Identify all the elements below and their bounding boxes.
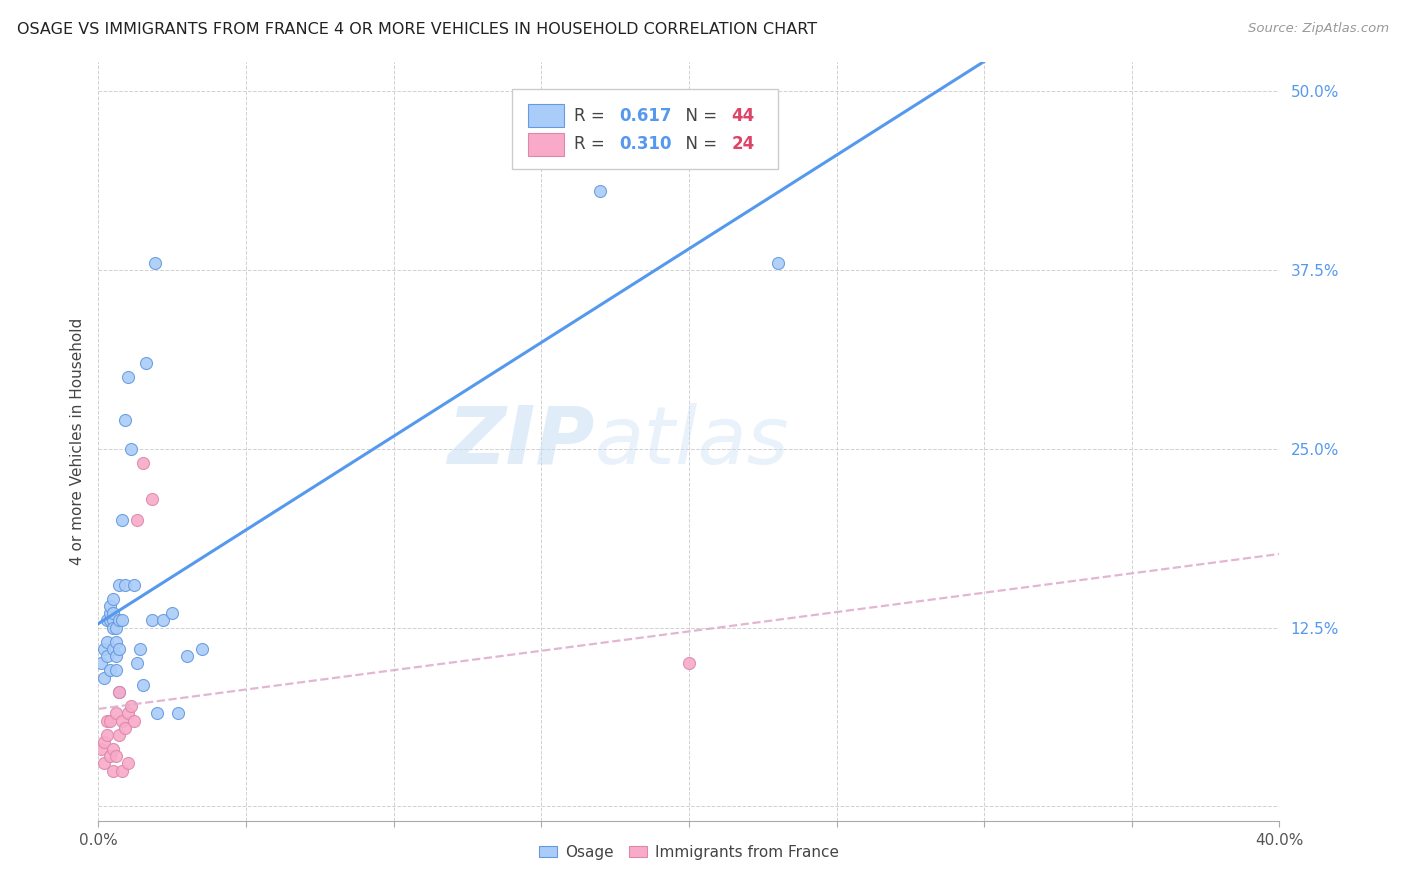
Point bbox=[111, 513, 134, 527]
Text: 24: 24 bbox=[731, 136, 755, 153]
Point bbox=[105, 649, 128, 664]
FancyBboxPatch shape bbox=[529, 133, 564, 156]
Point bbox=[143, 256, 166, 270]
Point bbox=[176, 649, 198, 664]
Point bbox=[103, 606, 125, 620]
Point bbox=[114, 721, 136, 735]
Point bbox=[117, 756, 139, 771]
FancyBboxPatch shape bbox=[529, 104, 564, 127]
Text: 44: 44 bbox=[731, 106, 755, 125]
Point bbox=[120, 442, 142, 456]
Point bbox=[105, 749, 128, 764]
Point bbox=[90, 742, 112, 756]
Point bbox=[125, 513, 148, 527]
Text: N =: N = bbox=[675, 106, 723, 125]
Point bbox=[93, 756, 115, 771]
Point bbox=[111, 714, 134, 728]
Point bbox=[108, 613, 131, 627]
Point bbox=[90, 657, 112, 671]
Point bbox=[103, 591, 125, 606]
Point bbox=[98, 599, 121, 613]
Point bbox=[678, 657, 700, 671]
Point bbox=[103, 764, 125, 778]
Point bbox=[589, 184, 612, 198]
Text: ZIP: ZIP bbox=[447, 402, 595, 481]
Point bbox=[167, 706, 190, 721]
Point bbox=[105, 706, 128, 721]
Point bbox=[93, 735, 115, 749]
Point bbox=[162, 606, 183, 620]
Point bbox=[117, 370, 139, 384]
Text: Source: ZipAtlas.com: Source: ZipAtlas.com bbox=[1249, 22, 1389, 36]
Point bbox=[132, 678, 155, 692]
Point bbox=[96, 635, 118, 649]
Point bbox=[96, 613, 118, 627]
Point bbox=[132, 456, 155, 470]
Point bbox=[93, 642, 115, 657]
Point bbox=[108, 728, 131, 742]
Point bbox=[114, 413, 136, 427]
Point bbox=[103, 642, 125, 657]
Legend: Osage, Immigrants from France: Osage, Immigrants from France bbox=[533, 838, 845, 866]
Point bbox=[105, 635, 128, 649]
Y-axis label: 4 or more Vehicles in Household: 4 or more Vehicles in Household bbox=[69, 318, 84, 566]
Text: N =: N = bbox=[675, 136, 723, 153]
Point bbox=[98, 714, 121, 728]
Point bbox=[103, 613, 125, 627]
Point bbox=[152, 613, 174, 627]
Point bbox=[108, 577, 131, 591]
Text: 0.310: 0.310 bbox=[619, 136, 672, 153]
Point bbox=[111, 764, 134, 778]
Point bbox=[96, 649, 118, 664]
Point bbox=[105, 664, 128, 678]
Point bbox=[128, 642, 150, 657]
Point bbox=[108, 685, 131, 699]
Point bbox=[98, 664, 121, 678]
FancyBboxPatch shape bbox=[512, 89, 778, 169]
Point bbox=[108, 642, 131, 657]
Point bbox=[120, 699, 142, 714]
Point bbox=[141, 613, 163, 627]
Point bbox=[105, 620, 128, 634]
Text: OSAGE VS IMMIGRANTS FROM FRANCE 4 OR MORE VEHICLES IN HOUSEHOLD CORRELATION CHAR: OSAGE VS IMMIGRANTS FROM FRANCE 4 OR MOR… bbox=[17, 22, 817, 37]
Point bbox=[117, 706, 139, 721]
Point bbox=[96, 728, 118, 742]
Point bbox=[141, 491, 163, 506]
Text: 0.617: 0.617 bbox=[619, 106, 672, 125]
Point bbox=[103, 620, 125, 634]
Text: R =: R = bbox=[575, 136, 610, 153]
Point bbox=[191, 642, 214, 657]
Point bbox=[98, 606, 121, 620]
Point bbox=[96, 714, 118, 728]
Point bbox=[766, 256, 789, 270]
Point bbox=[108, 685, 131, 699]
Point bbox=[111, 613, 134, 627]
Point bbox=[146, 706, 169, 721]
Text: atlas: atlas bbox=[595, 402, 789, 481]
Text: R =: R = bbox=[575, 106, 610, 125]
Point bbox=[135, 356, 157, 370]
Point bbox=[122, 714, 145, 728]
Point bbox=[93, 671, 115, 685]
Point bbox=[125, 657, 148, 671]
Point bbox=[114, 577, 136, 591]
Point bbox=[98, 749, 121, 764]
Point bbox=[103, 742, 125, 756]
Point bbox=[98, 613, 121, 627]
Point bbox=[122, 577, 145, 591]
